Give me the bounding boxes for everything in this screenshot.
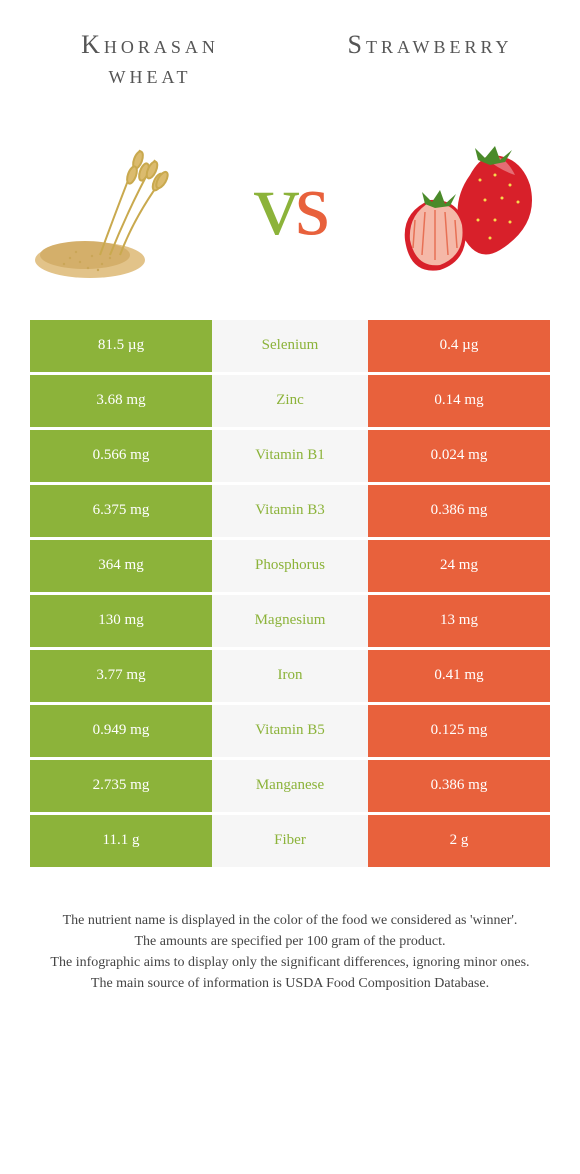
nutrient-name: Iron — [212, 650, 368, 702]
vs-label: vs — [254, 153, 326, 256]
hero-row: vs — [0, 100, 580, 320]
footer-line: The nutrient name is displayed in the co… — [40, 910, 540, 931]
table-row: 130 mgMagnesium13 mg — [30, 595, 550, 650]
right-food-title: Strawberry — [320, 30, 540, 90]
left-value: 11.1 g — [30, 815, 212, 867]
nutrient-name: Manganese — [212, 760, 368, 812]
right-value: 24 mg — [368, 540, 550, 592]
footer-notes: The nutrient name is displayed in the co… — [0, 870, 580, 994]
nutrient-table: 81.5 µgSelenium0.4 µg3.68 mgZinc0.14 mg0… — [30, 320, 550, 870]
left-food-title: Khorasan wheat — [40, 30, 260, 90]
left-value: 130 mg — [30, 595, 212, 647]
nutrient-name: Vitamin B1 — [212, 430, 368, 482]
nutrient-name: Phosphorus — [212, 540, 368, 592]
table-row: 0.566 mgVitamin B10.024 mg — [30, 430, 550, 485]
right-value: 13 mg — [368, 595, 550, 647]
left-value: 0.566 mg — [30, 430, 212, 482]
left-value: 3.77 mg — [30, 650, 212, 702]
footer-line: The infographic aims to display only the… — [40, 952, 540, 973]
left-value: 3.68 mg — [30, 375, 212, 427]
nutrient-name: Fiber — [212, 815, 368, 867]
nutrient-name: Selenium — [212, 320, 368, 372]
right-value: 2 g — [368, 815, 550, 867]
right-value: 0.4 µg — [368, 320, 550, 372]
footer-line: The main source of information is USDA F… — [40, 973, 540, 994]
left-value: 81.5 µg — [30, 320, 212, 372]
left-value: 0.949 mg — [30, 705, 212, 757]
left-value: 364 mg — [30, 540, 212, 592]
right-value: 0.41 mg — [368, 650, 550, 702]
table-row: 11.1 gFiber2 g — [30, 815, 550, 870]
footer-line: The amounts are specified per 100 gram o… — [40, 931, 540, 952]
left-value: 6.375 mg — [30, 485, 212, 537]
nutrient-name: Magnesium — [212, 595, 368, 647]
right-value: 0.386 mg — [368, 485, 550, 537]
nutrient-name: Zinc — [212, 375, 368, 427]
right-value: 0.14 mg — [368, 375, 550, 427]
nutrient-name: Vitamin B5 — [212, 705, 368, 757]
table-row: 0.949 mgVitamin B50.125 mg — [30, 705, 550, 760]
right-value: 0.125 mg — [368, 705, 550, 757]
table-row: 81.5 µgSelenium0.4 µg — [30, 320, 550, 375]
table-row: 3.68 mgZinc0.14 mg — [30, 375, 550, 430]
table-row: 2.735 mgManganese0.386 mg — [30, 760, 550, 815]
wheat-icon — [30, 120, 200, 290]
right-value: 0.024 mg — [368, 430, 550, 482]
table-row: 364 mgPhosphorus24 mg — [30, 540, 550, 595]
strawberry-icon — [380, 120, 550, 290]
header: Khorasan wheat Strawberry — [0, 0, 580, 100]
table-row: 6.375 mgVitamin B30.386 mg — [30, 485, 550, 540]
right-value: 0.386 mg — [368, 760, 550, 812]
nutrient-name: Vitamin B3 — [212, 485, 368, 537]
left-value: 2.735 mg — [30, 760, 212, 812]
table-row: 3.77 mgIron0.41 mg — [30, 650, 550, 705]
